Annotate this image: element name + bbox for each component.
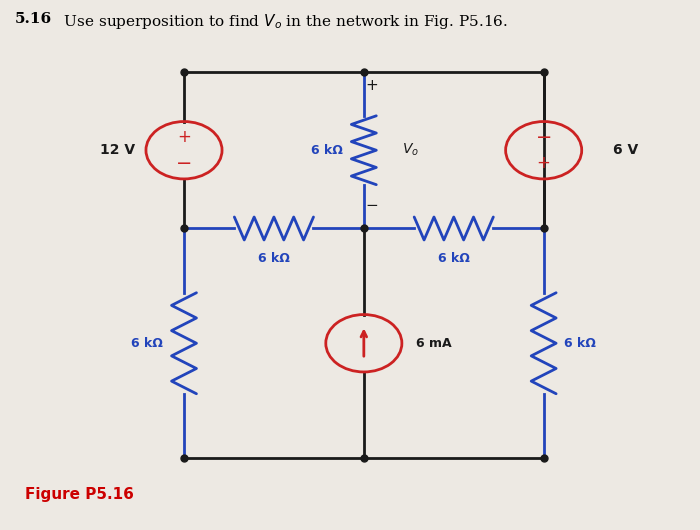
Text: 6 kΩ: 6 kΩ <box>132 337 163 350</box>
Text: 6 V: 6 V <box>612 143 638 157</box>
Text: 6 kΩ: 6 kΩ <box>564 337 596 350</box>
Text: 6 kΩ: 6 kΩ <box>312 144 343 157</box>
Text: −: − <box>176 154 192 173</box>
Text: $V_o$: $V_o$ <box>402 142 419 158</box>
Text: 6 kΩ: 6 kΩ <box>258 252 290 265</box>
Text: 6 mA: 6 mA <box>416 337 452 350</box>
Text: +: + <box>366 77 379 93</box>
Text: Figure P5.16: Figure P5.16 <box>25 487 134 502</box>
Text: 12 V: 12 V <box>101 143 136 157</box>
Text: Use superposition to find $V_o$ in the network in Fig. P5.16.: Use superposition to find $V_o$ in the n… <box>54 12 508 31</box>
Text: +: + <box>537 154 551 172</box>
Text: 5.16: 5.16 <box>15 12 52 26</box>
Text: 6 kΩ: 6 kΩ <box>438 252 470 265</box>
Text: +: + <box>177 128 191 146</box>
Text: −: − <box>536 128 552 147</box>
Text: −: − <box>366 198 379 213</box>
